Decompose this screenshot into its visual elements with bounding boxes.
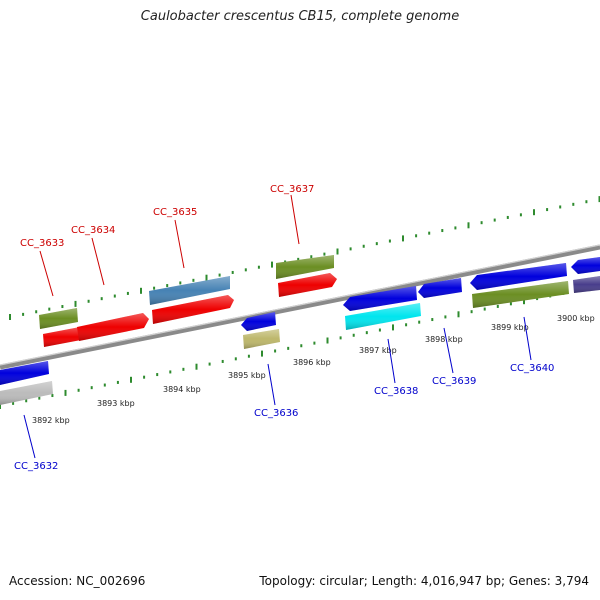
gene-label-CC_3632[interactable]: CC_3632 [14, 461, 58, 472]
kbp-label: 3897 kbp [359, 346, 397, 355]
gene-label-leader [23, 414, 36, 459]
kbp-label: 3898 kbp [425, 335, 463, 344]
genome-summary-text: Topology: circular; Length: 4,016,947 bp… [259, 574, 589, 588]
gene-label-CC_3640[interactable]: CC_3640 [510, 363, 554, 374]
gene-feature-r4[interactable] [243, 329, 280, 349]
gene-feature-r11[interactable] [573, 276, 600, 293]
kbp-label: 3892 kbp [32, 416, 70, 425]
gene-label-CC_3634[interactable]: CC_3634 [71, 225, 115, 236]
gene-feature-r10[interactable] [571, 257, 600, 274]
gene-label-CC_3635[interactable]: CC_3635 [153, 207, 197, 218]
gene-feature-f2[interactable] [43, 327, 81, 347]
accession-text: Accession: NC_002696 [9, 574, 146, 588]
gene-label-CC_3633[interactable]: CC_3633 [20, 238, 64, 249]
gene-label-CC_3636[interactable]: CC_3636 [254, 408, 298, 419]
gene-label-leader [290, 194, 300, 245]
gene-feature-f1[interactable] [39, 308, 78, 329]
gene-label-CC_3637[interactable]: CC_3637 [270, 184, 314, 195]
gene-label-CC_3639[interactable]: CC_3639 [432, 376, 476, 387]
kbp-label: 3895 kbp [228, 371, 266, 380]
kbp-label: 3893 kbp [97, 399, 135, 408]
map-title: Caulobacter crescentus CB15, complete ge… [140, 9, 460, 24]
kbp-label: 3899 kbp [491, 323, 529, 332]
gene-label-leader [523, 316, 532, 361]
gene-label-leader [174, 219, 185, 269]
gene-label-leader [267, 363, 276, 406]
kbp-label: 3896 kbp [293, 358, 331, 367]
gene-label-leader [387, 338, 396, 384]
kbp-label: 3894 kbp [163, 385, 201, 394]
gene-label-leader [443, 327, 454, 374]
gene-label-leader [39, 250, 54, 297]
gene-label-CC_3638[interactable]: CC_3638 [374, 386, 418, 397]
kbp-label: 3900 kbp [557, 314, 595, 323]
gene-label-leader [91, 237, 105, 286]
